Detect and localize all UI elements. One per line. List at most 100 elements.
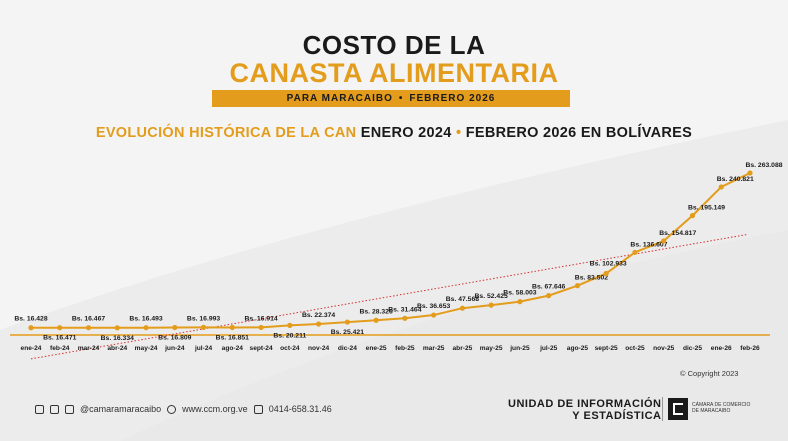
x-tick-label: jul-25 — [539, 345, 558, 352]
x-tick-label: nov-24 — [308, 345, 330, 352]
x-tick-label: ago-24 — [222, 345, 244, 352]
data-label: Bs. 263.088 — [745, 162, 782, 169]
chart-subtitle: EVOLUCIÓN HISTÓRICA DE LA CAN ENERO 2024… — [0, 125, 788, 141]
x-tick-label: oct-25 — [625, 345, 645, 352]
facebook-icon — [50, 404, 59, 414]
x-icon — [65, 404, 74, 414]
data-label: Bs. 36.653 — [417, 303, 450, 310]
subtitle-dot: • — [455, 125, 462, 141]
x-tick-label: mar-25 — [423, 345, 445, 352]
data-label: Bs. 16.914 — [244, 315, 277, 322]
data-label: Bs. 47.568 — [446, 296, 479, 303]
phone-icon — [253, 404, 263, 414]
data-label: Bs. 136.607 — [630, 241, 667, 248]
title-line-1: COSTO DE LA — [302, 30, 486, 60]
data-point — [402, 315, 408, 321]
data-label: Bs. 16.334 — [101, 335, 134, 342]
header-band: PARA MARACAIBO • FEBRERO 2026 — [212, 90, 570, 107]
data-point — [258, 324, 264, 331]
data-point — [689, 213, 696, 219]
chamber-name: CÁMARA DE COMERCIO DE MARACAIBO — [692, 402, 750, 414]
x-tick-label: dic-25 — [683, 345, 702, 352]
x-tick-label: ene-25 — [366, 345, 387, 352]
data-label: Bs. 20.211 — [273, 332, 306, 339]
x-tick-label: jun-24 — [164, 345, 185, 352]
x-tick-label: dic-24 — [338, 345, 357, 352]
subtitle-part-2: ENERO 2024 — [360, 125, 452, 141]
data-point — [517, 299, 523, 305]
unit-line-2: Y ESTADÍSTICA — [572, 410, 662, 422]
social-handle[interactable]: @camaramaracaibo — [80, 404, 162, 414]
unit-line-1: UNIDAD DE INFORMACIÓN — [508, 398, 662, 410]
data-label: Bs. 16.493 — [129, 316, 162, 323]
globe-icon — [167, 404, 177, 414]
subtitle-part-1: EVOLUCIÓN HISTÓRICA DE LA CAN — [95, 125, 357, 141]
data-label: Bs. 154.817 — [659, 230, 696, 237]
data-point — [546, 293, 552, 299]
x-tick-label: ene-26 — [711, 345, 732, 352]
data-label: Bs. 16.467 — [72, 316, 105, 323]
data-label: Bs. 28.326 — [359, 308, 392, 315]
footer-contacts: @camaramaracaibo www.ccm.org.ve 0414-658… — [35, 404, 332, 414]
unit-name: UNIDAD DE INFORMACIÓN Y ESTADÍSTICA — [508, 398, 662, 422]
data-point — [574, 283, 581, 289]
chamber-name-line-1: CÁMARA DE COMERCIO — [692, 402, 751, 408]
x-tick-label: may-25 — [480, 345, 503, 352]
data-point — [172, 324, 178, 331]
band-left-text: PARA MARACAIBO — [286, 93, 393, 104]
chamber-name-line-2: DE MARACAIBO — [692, 408, 731, 414]
data-label: Bs. 67.646 — [532, 284, 565, 291]
copyright-text: © Copyright 2023 — [680, 369, 739, 378]
x-tick-label: sept-25 — [595, 345, 618, 352]
data-label: Bs. 31.464 — [388, 306, 421, 313]
data-point — [488, 302, 494, 308]
x-tick-label: feb-26 — [740, 345, 760, 352]
data-point — [316, 321, 322, 327]
data-label: Bs. 16.471 — [43, 335, 76, 342]
data-point — [143, 325, 149, 331]
website-link[interactable]: www.ccm.org.ve — [182, 404, 248, 414]
data-point — [85, 325, 92, 331]
data-point — [603, 270, 609, 277]
x-tick-label: jul-24 — [194, 345, 213, 352]
data-point — [57, 325, 63, 331]
data-label: Bs. 195.149 — [688, 205, 725, 212]
x-tick-label: feb-24 — [50, 345, 70, 352]
x-tick-label: may-24 — [135, 345, 158, 352]
x-tick-label: jun-25 — [509, 345, 530, 352]
x-tick-label: sept-24 — [250, 345, 273, 352]
data-label: Bs. 16.428 — [14, 316, 47, 323]
data-label: Bs. 102.933 — [590, 260, 627, 267]
data-label: Bs. 22.374 — [302, 312, 335, 319]
series-line — [30, 172, 751, 329]
data-point — [287, 322, 293, 328]
instagram-icon — [35, 404, 44, 414]
data-point — [661, 238, 667, 244]
trend-line — [30, 233, 749, 360]
data-label: Bs. 16.851 — [216, 334, 249, 341]
x-tick-label: abr-24 — [107, 345, 127, 352]
footer-separator — [662, 397, 663, 421]
data-label: Bs. 25.421 — [331, 329, 364, 336]
data-label: Bs. 52.425 — [475, 293, 508, 300]
data-label: Bs. 83.502 — [575, 275, 608, 282]
band-dot: • — [398, 93, 404, 104]
data-point — [229, 324, 235, 331]
phone-number: 0414-658.31.46 — [268, 404, 332, 414]
data-label: Bs. 240.821 — [717, 176, 754, 183]
data-point — [344, 319, 350, 325]
x-tick-label: abr-25 — [453, 345, 473, 352]
title-line-2: CANASTA ALIMENTARIA — [229, 58, 559, 88]
data-point — [28, 325, 34, 331]
data-point — [747, 170, 753, 176]
data-label: Bs. 16.993 — [187, 315, 220, 322]
data-point — [431, 312, 437, 318]
x-tick-label: ene-24 — [21, 345, 42, 352]
x-tick-label: oct-24 — [280, 345, 300, 352]
data-label: Bs. 16.809 — [158, 334, 191, 341]
data-point — [459, 305, 465, 311]
data-label: Bs. 58.003 — [503, 290, 536, 297]
subtitle-part-3: FEBRERO 2026 EN BOLÍVARES — [465, 125, 693, 141]
data-point — [373, 317, 379, 323]
